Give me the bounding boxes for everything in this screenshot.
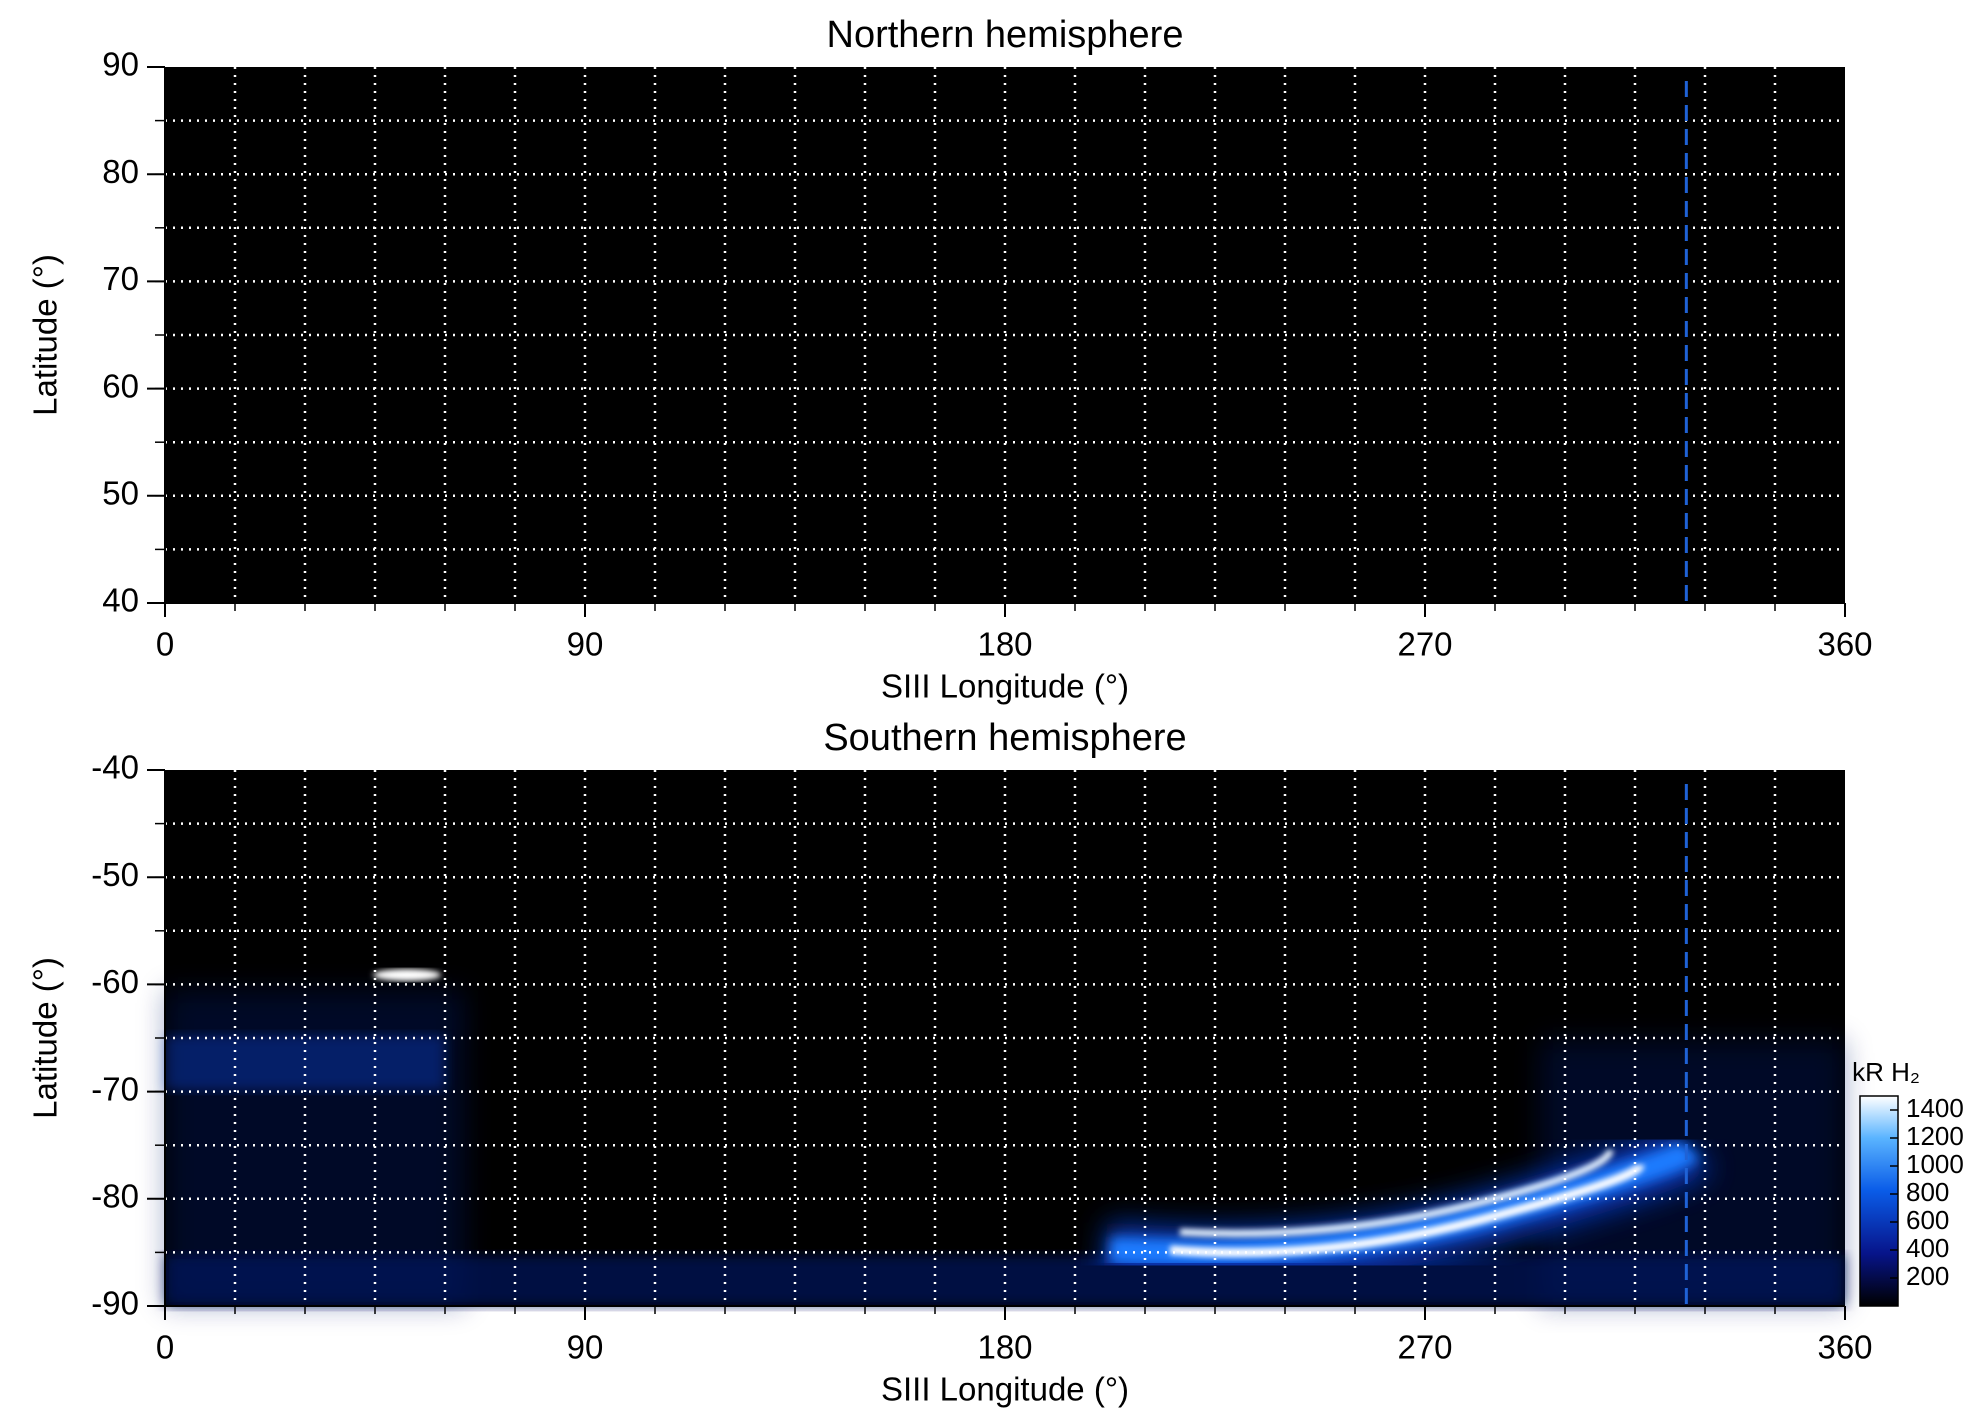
y-tick-label: 60 xyxy=(102,367,139,404)
y-tick-label: 40 xyxy=(102,582,139,619)
y-tick-label: -80 xyxy=(91,1178,139,1215)
x-tick-label: 360 xyxy=(1817,626,1872,663)
x-tick-label: 0 xyxy=(156,626,174,663)
panel-title: Southern hemisphere xyxy=(823,717,1186,759)
colorbar-tick-label: 400 xyxy=(1906,1233,1949,1263)
x-tick-label: 180 xyxy=(977,626,1032,663)
colorbar-tick-label: 200 xyxy=(1906,1261,1949,1291)
x-tick-label: 180 xyxy=(977,1329,1032,1366)
x-tick-label: 270 xyxy=(1397,1329,1452,1366)
colorbar xyxy=(1859,1095,1899,1307)
x-tick-label: 270 xyxy=(1397,626,1452,663)
y-tick-label: 70 xyxy=(102,260,139,297)
y-tick-label: -90 xyxy=(91,1285,139,1322)
y-tick-label: 80 xyxy=(102,153,139,190)
aurora-image xyxy=(165,969,1845,1306)
colorbar-label: kR H₂ xyxy=(1852,1057,1920,1087)
panel-title: Northern hemisphere xyxy=(827,14,1184,56)
x-tick-label: 360 xyxy=(1817,1329,1872,1366)
y-tick-label: 50 xyxy=(102,475,139,512)
colorbar-tick-label: 800 xyxy=(1906,1177,1949,1207)
y-tick-label: -60 xyxy=(91,963,139,1000)
colorbar-tick-label: 1000 xyxy=(1906,1149,1964,1179)
colorbar-tick-label: 1400 xyxy=(1906,1093,1964,1123)
y-axis-label: Latitude (°) xyxy=(27,957,64,1119)
x-tick-label: 90 xyxy=(567,1329,604,1366)
y-tick-label: 90 xyxy=(102,46,139,83)
y-tick-label: -50 xyxy=(91,856,139,893)
y-axis-label: Latitude (°) xyxy=(27,254,64,416)
x-tick-label: 90 xyxy=(567,626,604,663)
x-axis-label: SIII Longitude (°) xyxy=(881,1371,1129,1408)
x-axis-label: SIII Longitude (°) xyxy=(881,668,1129,705)
colorbar-tick-label: 1200 xyxy=(1906,1121,1964,1151)
colorbar-tick-label: 600 xyxy=(1906,1205,1949,1235)
x-tick-label: 0 xyxy=(156,1329,174,1366)
y-tick-label: -40 xyxy=(91,749,139,786)
y-tick-label: -70 xyxy=(91,1070,139,1107)
